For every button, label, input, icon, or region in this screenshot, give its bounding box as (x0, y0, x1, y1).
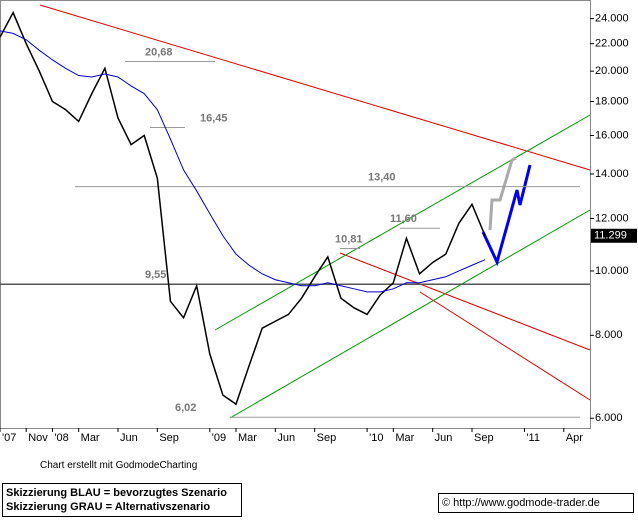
x-tick-label: Apr (566, 432, 583, 444)
trend-line (339, 252, 591, 351)
legend-box: Skizzierung BLAU = bevorzugtes Szenario … (2, 483, 242, 517)
y-tick-label: 22.000 (595, 38, 629, 50)
x-tick-label: Jun (120, 432, 138, 444)
last-price-label: 11.299 (594, 230, 627, 242)
scenario-blue (481, 164, 532, 267)
x-tick-label: '10 (369, 432, 383, 444)
y-tick-label: 20.000 (595, 65, 629, 77)
y-tick-label: 10.000 (595, 265, 629, 277)
trend-line (214, 114, 591, 331)
scenario-gray (488, 156, 517, 231)
level-label: 6,02 (175, 402, 196, 414)
x-tick-label: Sep (474, 432, 494, 444)
x-tick-label: '07 (2, 432, 16, 444)
level-label: 9,55 (145, 269, 166, 281)
legend-gray: Skizzierung GRAU = Alternativszenario (6, 501, 211, 513)
y-tick-label: 14.000 (595, 168, 629, 180)
level-label: 13,40 (368, 172, 396, 184)
legend-blue: Skizzierung BLAU = bevorzugtes Szenario (6, 487, 227, 499)
y-tick-label: 16.000 (595, 129, 629, 141)
trend-line (229, 209, 591, 419)
price-line (0, 30, 486, 293)
x-tick-label: Sep (159, 432, 179, 444)
x-tick-label: Nov (28, 432, 48, 444)
x-tick-label: Jun (435, 432, 453, 444)
x-tick-label: '09 (212, 432, 226, 444)
y-tick-label: 24.000 (595, 13, 629, 25)
level-label: 16,45 (200, 112, 228, 124)
chart: 6.000 8.000 10.000 12.000 14.000 16.000 18.000… (0, 0, 637, 444)
last-price-box (591, 228, 637, 243)
level-label: 10,81 (335, 233, 363, 245)
credit: Chart erstellt mit GodmodeCharting (40, 460, 198, 471)
x-tick-label: Mar (81, 432, 100, 444)
x-tick-label: '11 (526, 432, 540, 444)
trend-line (39, 4, 591, 171)
y-tick-label: 18.000 (595, 95, 629, 107)
price-line (0, 10, 486, 406)
y-tick-label: 8.000 (595, 329, 623, 341)
level-label: 20,68 (145, 46, 173, 58)
plot-frame (0, 0, 591, 429)
url-box: © http://www.godmode-trader.de (438, 493, 634, 513)
x-tick-label: Jun (277, 432, 295, 444)
y-tick-label: 6.000 (595, 412, 623, 424)
x-tick-label: Mar (238, 432, 257, 444)
x-tick-label: '08 (54, 432, 68, 444)
trend-lines (39, 4, 591, 419)
y-tick-label: 12.000 (595, 212, 629, 224)
level-label: 11,60 (390, 213, 417, 225)
x-tick-label: Sep (317, 432, 337, 444)
x-tick-label: Mar (395, 432, 414, 444)
trend-line (419, 291, 591, 401)
